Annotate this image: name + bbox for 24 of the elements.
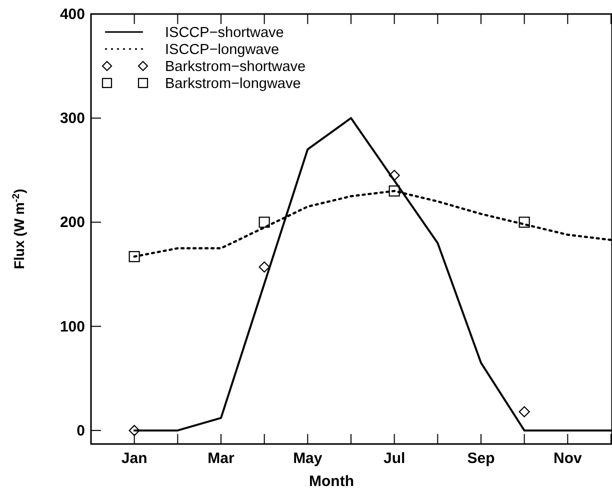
y-tick-label: 300: [60, 110, 85, 128]
y-tick-label: 0: [76, 422, 85, 440]
legend-label: Barkstrom−longwave: [165, 76, 301, 92]
point: [388, 185, 400, 197]
point: [518, 216, 530, 228]
x-axis-title: Month: [309, 473, 354, 488]
x-tick-label: May: [293, 450, 323, 467]
point: [388, 170, 400, 181]
y-tick-label: 100: [60, 318, 85, 336]
x-tick-label: Jul: [383, 450, 406, 467]
point: [128, 251, 140, 262]
x-tick-label: Jan: [121, 450, 148, 467]
point: [258, 261, 270, 273]
point: [128, 424, 140, 436]
x-tick-label: Sep: [467, 450, 495, 467]
y-tick-label: 200: [60, 214, 85, 232]
legend-label: Barkstrom−shortwave: [165, 59, 306, 75]
legend-label: ISCCP−shortwave: [165, 25, 284, 41]
y-tick-label: 400: [60, 6, 85, 23]
x-tick-label: Mar: [208, 450, 234, 467]
legend-label: ISCCP−longwave: [165, 42, 280, 58]
x-tick-label: Nov: [553, 450, 582, 467]
point: [258, 216, 270, 228]
point: [518, 406, 530, 418]
